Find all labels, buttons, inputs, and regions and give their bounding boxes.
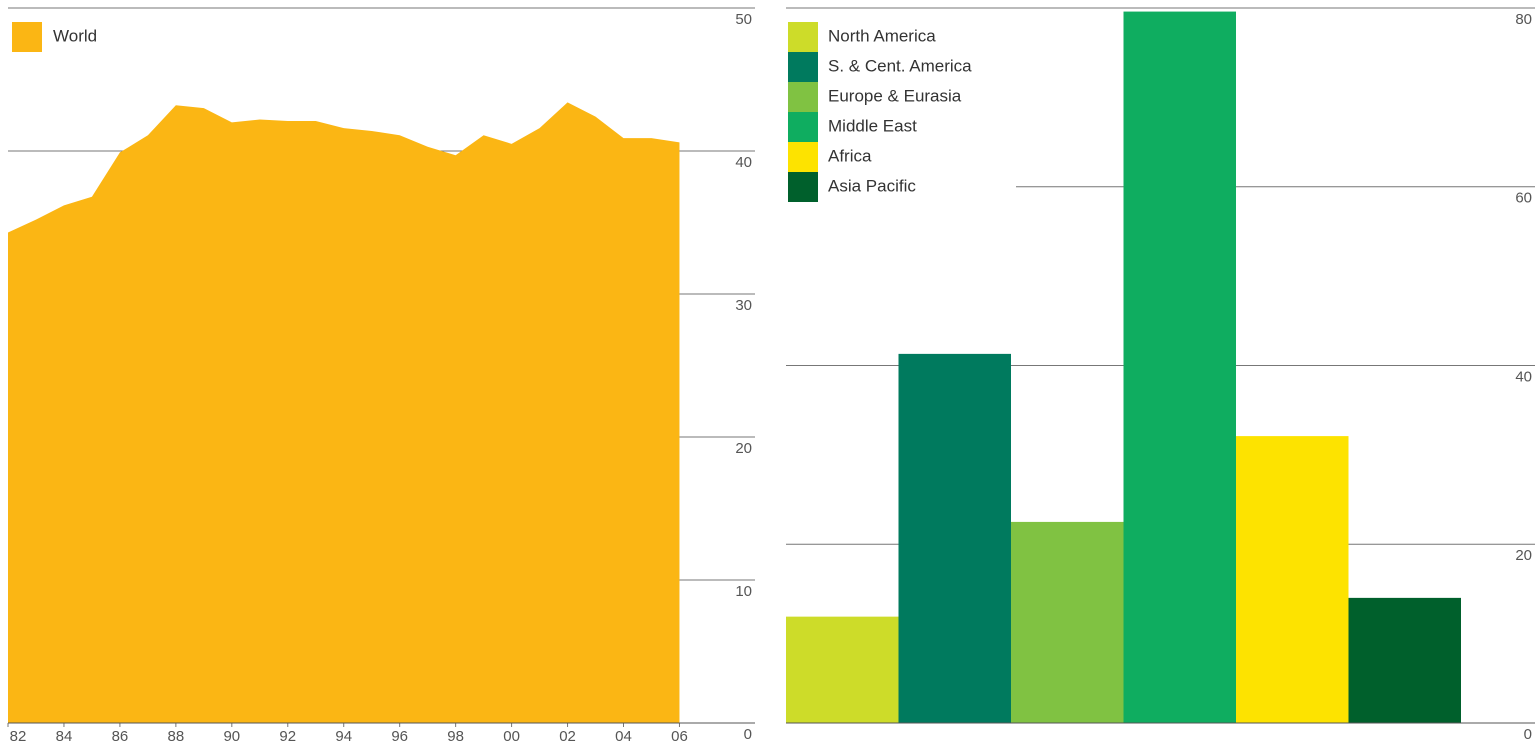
y-tick-label: 20 [1515, 547, 1532, 564]
bar [1236, 436, 1349, 723]
y-tick-label: 40 [735, 154, 752, 171]
legend-swatch [788, 52, 818, 82]
legend-swatch [788, 112, 818, 142]
x-tick-label: 98 [447, 728, 464, 745]
x-tick-label: 90 [223, 728, 240, 745]
y-tick-label: 0 [1524, 726, 1532, 743]
x-tick-label: 92 [279, 728, 296, 745]
legend-label: World [53, 26, 97, 45]
x-tick-label: 04 [615, 728, 632, 745]
y-tick-label: 50 [735, 11, 752, 28]
legend-swatch [788, 22, 818, 52]
x-tick-label: 02 [559, 728, 576, 745]
x-tick-label: 86 [112, 728, 129, 745]
legend-label: Africa [828, 146, 872, 165]
x-tick-label: 00 [503, 728, 520, 745]
y-tick-label: 60 [1515, 190, 1532, 207]
x-tick-label: 96 [391, 728, 408, 745]
y-tick-label: 80 [1515, 11, 1532, 28]
x-tick-label: 82 [10, 728, 27, 745]
legend-label: Middle East [828, 116, 917, 135]
area [8, 102, 680, 723]
legend-label: North America [828, 26, 936, 45]
legend-swatch [788, 82, 818, 112]
legend-swatch [12, 22, 42, 52]
y-tick-label: 40 [1515, 368, 1532, 385]
legend-label: Europe & Eurasia [828, 86, 962, 105]
legend-swatch [788, 142, 818, 172]
x-tick-label: 88 [168, 728, 185, 745]
x-tick-label: 94 [335, 728, 352, 745]
legend-swatch [788, 172, 818, 202]
y-tick-label: 30 [735, 297, 752, 314]
y-tick-label: 10 [735, 583, 752, 600]
y-tick-label: 0 [744, 726, 752, 743]
legend-bg [786, 18, 1016, 208]
y-tick-label: 20 [735, 440, 752, 457]
bar [1348, 597, 1461, 723]
bar [1123, 11, 1236, 723]
x-tick-label: 84 [56, 728, 73, 745]
bar [786, 616, 899, 723]
legend-label: Asia Pacific [828, 176, 916, 195]
bar [898, 353, 1011, 723]
bar [1011, 521, 1124, 723]
legend-label: S. & Cent. America [828, 56, 972, 75]
x-tick-label: 06 [671, 728, 688, 745]
